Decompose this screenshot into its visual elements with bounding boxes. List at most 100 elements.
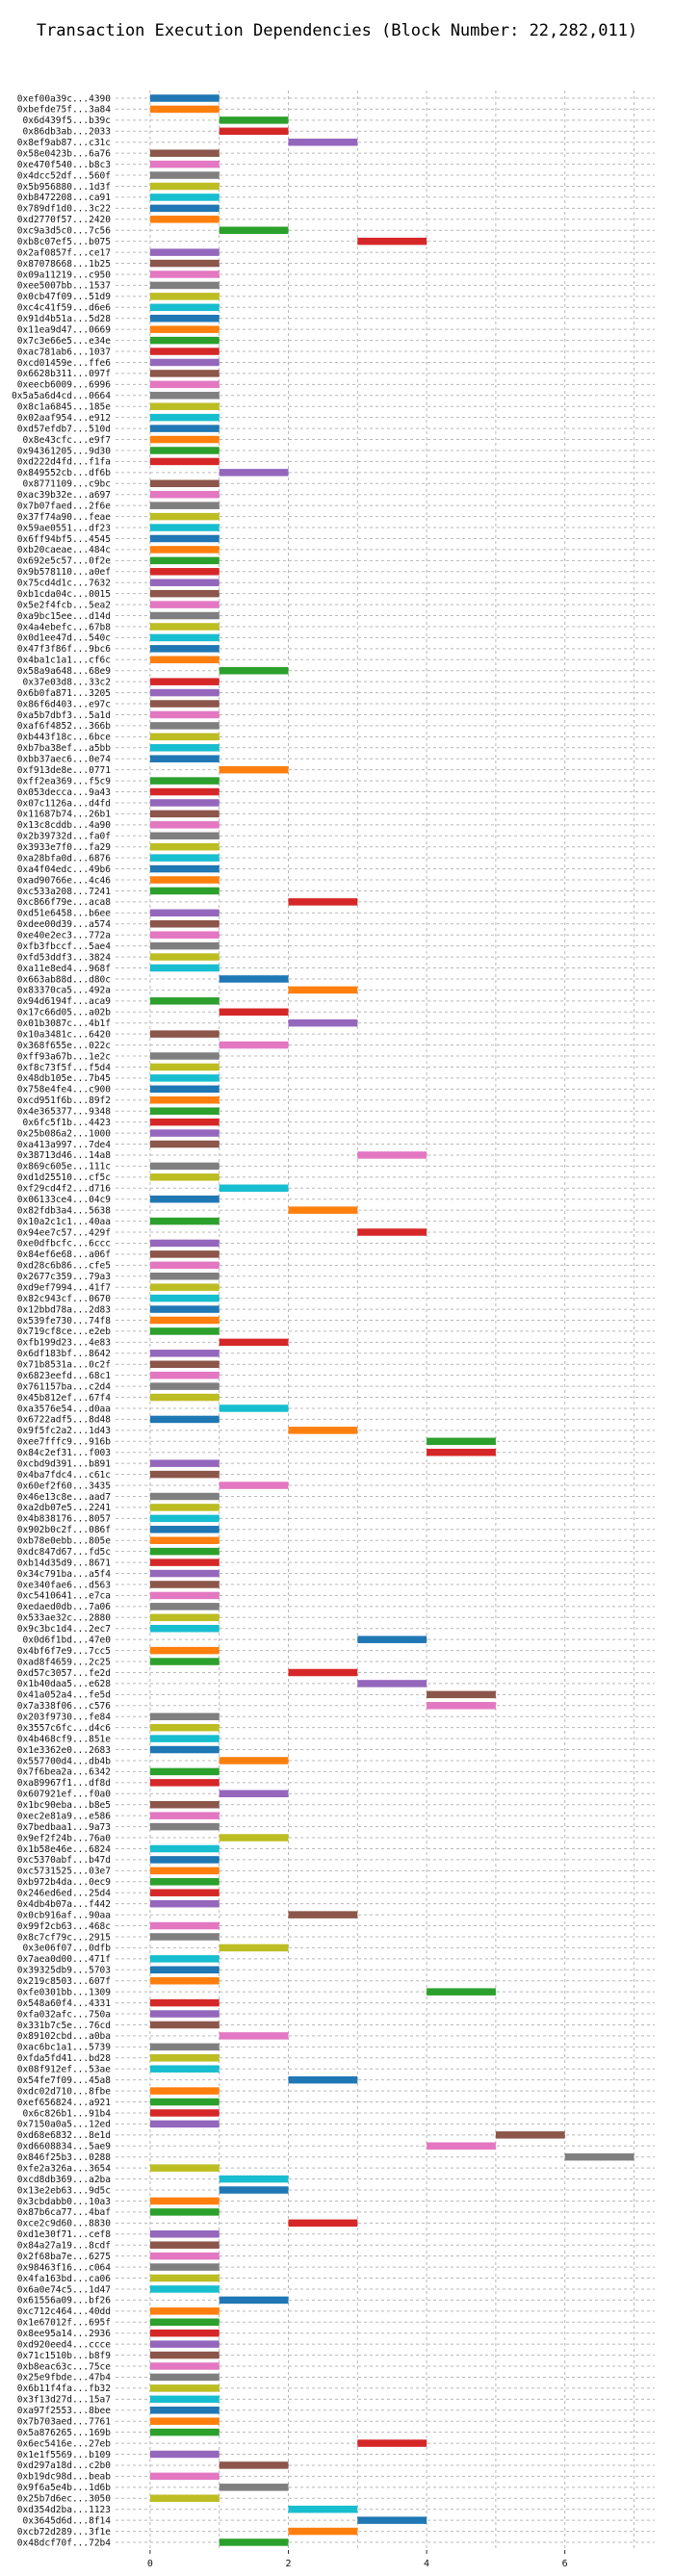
transaction-bar — [149, 1470, 220, 1479]
transaction-label: 0x84c2ef31...f003 — [17, 1448, 111, 1458]
transaction-label: 0x8ee95a14...2936 — [17, 2329, 112, 2339]
transaction-label: 0x86db3ab...2033 — [22, 127, 111, 138]
transaction-bar — [149, 1800, 220, 1809]
transaction-bar — [149, 1735, 220, 1742]
transaction-label: 0xb443f18c...6bce — [17, 733, 112, 743]
transaction-bar — [149, 1250, 220, 1258]
transaction-bar — [149, 1173, 220, 1181]
transaction-label: 0xa89967f1...df8d — [17, 1778, 111, 1789]
transaction-bar — [288, 1018, 358, 1027]
transaction-label: 0x719cf8ce...e2eb — [17, 1327, 112, 1337]
transaction-label: 0xfd53ddf3...3824 — [17, 952, 112, 963]
transaction-bar — [427, 1988, 496, 1996]
transaction-label: 0x1bc90eba...b8e5 — [17, 1800, 111, 1811]
transaction-label: 0x0d6f1bd...47e0 — [22, 1635, 111, 1645]
transaction-label: 0x6b0fa871...3205 — [17, 688, 111, 699]
transaction-bar — [149, 512, 220, 521]
transaction-label: 0xd354d2ba...1123 — [17, 2505, 111, 2515]
chart-title: Transaction Execution Dependencies (Bloc… — [37, 21, 637, 40]
transaction-label: 0x48dcf70f...72b4 — [17, 2537, 112, 2548]
x-tick-label: 4 — [424, 2559, 429, 2569]
transaction-label: 0x4b468cf9...851e — [17, 1734, 112, 1744]
transaction-label: 0xfda5fd41...bd28 — [17, 2053, 112, 2064]
transaction-bar — [219, 469, 289, 477]
transaction-bar — [149, 2351, 220, 2359]
transaction-label: 0x6fc5f1b...4423 — [22, 1118, 111, 1128]
transaction-bar — [149, 2098, 220, 2106]
transaction-label: 0x533ae32c...2880 — [17, 1613, 112, 1624]
transaction-bar — [149, 997, 220, 1005]
transaction-label: 0xedaed0db...7a06 — [17, 1602, 112, 1612]
transaction-bar — [149, 1217, 220, 1225]
transaction-bar — [149, 1646, 220, 1655]
transaction-label: 0x6722adf5...8d48 — [17, 1415, 112, 1426]
transaction-bar — [149, 777, 220, 785]
transaction-label: 0x3cbdabb0...10a3 — [17, 2197, 111, 2207]
transaction-bar — [149, 1844, 220, 1853]
transaction-bar — [288, 898, 358, 906]
transaction-bar — [149, 216, 220, 223]
transaction-label: 0x246ed6ed...25d4 — [17, 1889, 112, 1899]
transaction-label: 0x663ab88d...d80c — [17, 974, 111, 985]
transaction-label: 0x8771109...c9bc — [22, 479, 111, 490]
transaction-label: 0xad90766e...4c46 — [17, 875, 112, 886]
transaction-bar — [149, 1504, 220, 1511]
transaction-bar — [149, 1889, 220, 1896]
transaction-label: 0x2b39732d...fa0f — [17, 832, 111, 842]
transaction-bar — [149, 2164, 220, 2172]
transaction-label: 0x45b812ef...67f4 — [17, 1393, 112, 1404]
transaction-bar — [149, 1294, 220, 1302]
transaction-label: 0x9f5fc2a2...1d43 — [17, 1426, 111, 1436]
transaction-label: 0x1b58e46e...6824 — [17, 1844, 112, 1855]
transaction-bar — [219, 1338, 289, 1347]
transaction-label: 0xb78e0ebb...805e — [17, 1536, 112, 1547]
transaction-bar — [149, 2065, 220, 2073]
transaction-label: 0x869c605e...111c — [17, 1162, 111, 1172]
transaction-bar — [219, 1184, 289, 1193]
transaction-label: 0x37f74a90...feae — [17, 512, 112, 523]
transaction-label: 0x84a27a19...8cdf — [17, 2241, 111, 2252]
transaction-bar — [149, 2263, 220, 2271]
transaction-label: 0xec2e81a9...e586 — [17, 1811, 112, 1821]
transaction-bar — [149, 160, 220, 168]
transaction-label: 0xb8eac63c...75ce — [17, 2361, 112, 2372]
transaction-label: 0x1e3362e0...2683 — [17, 1745, 111, 1756]
transaction-bar — [219, 666, 289, 675]
transaction-label: 0x60ef2f60...3435 — [17, 1481, 111, 1491]
transaction-bar — [149, 953, 220, 961]
transaction-label: 0xb8c07ef5...b075 — [17, 237, 111, 247]
transaction-label: 0xd57c3057...fe2d — [17, 1668, 111, 1679]
transaction-bar — [149, 864, 220, 873]
transaction-bar — [219, 226, 289, 234]
transaction-bar — [149, 579, 220, 586]
transaction-label: 0x557700d4...db4b — [17, 1756, 112, 1766]
transaction-bar — [149, 854, 220, 862]
transaction-bar — [427, 1437, 496, 1446]
transaction-label: 0xef00a39c...4390 — [17, 93, 112, 104]
transaction-bar — [149, 2208, 220, 2216]
transaction-label: 0x5b956880...1d3f — [17, 182, 111, 193]
transaction-bar — [149, 1591, 220, 1600]
transaction-label: 0x3e06f07...0dfb — [22, 1944, 111, 1954]
transaction-label: 0x6823eefd...68c1 — [17, 1371, 112, 1381]
transaction-label: 0x4db4b07a...f442 — [17, 1899, 111, 1910]
transaction-label: 0x06133ce4...04c9 — [17, 1195, 112, 1205]
transaction-label: 0xdc847d67...fd5c — [17, 1547, 111, 1558]
transaction-bar — [149, 2450, 220, 2459]
transaction-label: 0x203f9730...fe84 — [17, 1713, 112, 1723]
transaction-bar — [149, 1350, 220, 1357]
transaction-label: 0xc712c464...40dd — [17, 2306, 111, 2317]
x-tick-label: 0 — [147, 2559, 153, 2569]
transaction-label: 0x3933e7f0...fa29 — [17, 842, 112, 853]
transaction-label: 0xf8c73f5f...f5d4 — [17, 1063, 112, 1073]
transaction-label: 0xfe2a326a...3654 — [17, 2163, 112, 2174]
transaction-label: 0x6c826b1...91b4 — [22, 2108, 111, 2119]
transaction-bar — [149, 2054, 220, 2062]
transaction-bar — [149, 402, 220, 410]
transaction-label: 0xd1d25510...cf5c — [17, 1172, 111, 1183]
transaction-bar — [288, 2505, 358, 2513]
transaction-bar — [149, 1162, 220, 1171]
transaction-label: 0x7aea0d00...471f — [17, 1954, 111, 1965]
transaction-bar — [149, 1140, 220, 1148]
transaction-bar — [357, 1680, 428, 1687]
